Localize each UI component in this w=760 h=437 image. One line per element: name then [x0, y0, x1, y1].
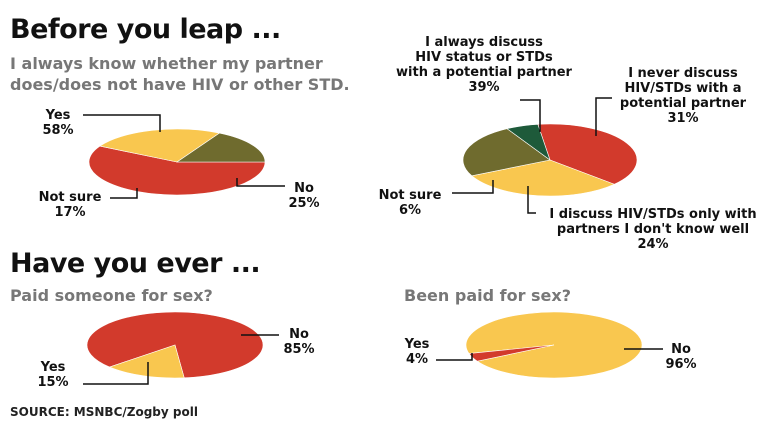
pie-slice-yes	[108, 344, 185, 379]
pie-slice-i-always-discuss-hiv-status-or-stds-with	[537, 123, 638, 185]
question-partner-status: I always know whether my partner does/do…	[10, 53, 350, 95]
leader-line	[83, 114, 161, 132]
pie-chart-paid-someone: No 85% Yes 15%	[37, 311, 315, 390]
pie-slices	[462, 123, 638, 197]
pie-chart-discussion: I always discuss HIV status or STDs with a…	[379, 35, 757, 252]
pie-slice-no	[99, 128, 221, 163]
pie-slice-not-sure	[176, 132, 266, 163]
leader-line	[520, 99, 541, 132]
source-note: SOURCE: MSNBC/Zogby poll	[10, 405, 198, 419]
data-label-no: No 96%	[665, 342, 696, 372]
leader-line	[452, 180, 494, 194]
leader-line	[236, 178, 285, 187]
question-partner-status-line1: I always know whether my partner	[10, 54, 323, 73]
data-label-i-discuss-hiv-stds-only-with-partners-i-: I discuss HIV/STDs only with partners I d…	[549, 207, 756, 252]
data-label-yes: Yes 58%	[42, 108, 73, 138]
pie-slice-i-never-discuss-hiv-stds-with-a-potentia	[471, 159, 616, 197]
pie-slices	[88, 128, 266, 196]
leader-line	[83, 362, 149, 385]
data-label-yes: Yes 4%	[404, 337, 430, 367]
pie-labels: No 85% Yes 15%	[37, 327, 314, 390]
data-label-i-never-discuss-hiv-stds-with-a-potentia: I never discuss HIV/STDs with a potential …	[620, 66, 747, 126]
data-label-not-sure: Not sure 6%	[379, 188, 442, 218]
data-label-not-sure: Not sure 17%	[39, 190, 102, 220]
heading-have-you-ever: Have you ever ...	[10, 248, 261, 279]
data-label-i-always-discuss-hiv-status-or-stds-with: I always discuss HIV status or STDs with a…	[396, 35, 572, 95]
question-paid-someone: Paid someone for sex?	[10, 286, 213, 305]
pie-labels: I always discuss HIV status or STDs with a…	[379, 35, 757, 252]
leader-line	[527, 186, 536, 214]
pie-labels: No 96% Yes 4%	[404, 337, 697, 372]
question-partner-status-line2: does/does not have HIV or other STD.	[10, 75, 350, 94]
pie-chart-been-paid: No 96% Yes 4%	[404, 311, 697, 379]
leader-line	[436, 353, 473, 361]
pie-slices	[465, 311, 643, 379]
leader-line	[110, 188, 138, 199]
data-label-no: No 25%	[288, 181, 319, 211]
pie-slice-not-sure	[506, 124, 551, 161]
data-label-no: No 85%	[283, 327, 314, 357]
pie-labels: Yes 58% No 25% Not sure 17%	[39, 108, 320, 220]
pie-slice-yes	[88, 145, 266, 196]
pie-slice-i-discuss-hiv-stds-only-with-partners-i-	[462, 128, 551, 177]
heading-before-you-leap: Before you leap ...	[10, 14, 281, 45]
data-label-yes: Yes 15%	[37, 360, 68, 390]
question-been-paid: Been paid for sex?	[404, 286, 572, 305]
pie-chart-partner-status: Yes 58% No 25% Not sure 17%	[39, 108, 320, 220]
leader-line	[595, 97, 612, 136]
pie-slices	[86, 311, 264, 379]
